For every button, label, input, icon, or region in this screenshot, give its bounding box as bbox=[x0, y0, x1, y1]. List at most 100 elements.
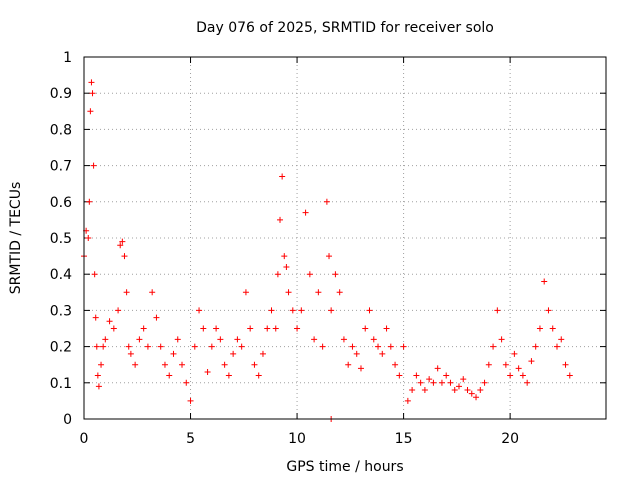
data-point bbox=[132, 361, 139, 368]
data-point bbox=[332, 271, 339, 278]
chart-title: Day 076 of 2025, SRMTID for receiver sol… bbox=[196, 20, 494, 36]
data-point bbox=[502, 361, 509, 368]
data-point bbox=[306, 271, 313, 278]
data-point bbox=[451, 387, 458, 394]
data-point bbox=[511, 350, 518, 357]
data-point bbox=[98, 361, 105, 368]
data-point bbox=[532, 343, 539, 350]
data-point bbox=[507, 372, 514, 379]
data-point bbox=[494, 307, 501, 314]
data-point bbox=[302, 209, 309, 216]
data-point bbox=[558, 336, 565, 343]
y-tick-label: 0.5 bbox=[50, 231, 72, 247]
data-point bbox=[144, 343, 151, 350]
data-point bbox=[536, 325, 543, 332]
data-point bbox=[460, 376, 467, 383]
data-point bbox=[366, 307, 373, 314]
data-point bbox=[379, 350, 386, 357]
data-point bbox=[89, 90, 96, 97]
data-point bbox=[404, 397, 411, 404]
data-point bbox=[549, 325, 556, 332]
data-point bbox=[545, 307, 552, 314]
data-point bbox=[519, 372, 526, 379]
data-point bbox=[400, 343, 407, 350]
data-point bbox=[106, 318, 113, 325]
data-point bbox=[255, 372, 262, 379]
data-point bbox=[196, 307, 203, 314]
data-point bbox=[490, 343, 497, 350]
x-tick-label: 0 bbox=[80, 431, 89, 447]
x-tick-label: 10 bbox=[288, 431, 306, 447]
data-point bbox=[117, 242, 124, 249]
data-point bbox=[93, 343, 100, 350]
y-tick-label: 0.1 bbox=[50, 376, 72, 392]
data-point bbox=[251, 361, 258, 368]
data-point bbox=[328, 307, 335, 314]
data-point bbox=[438, 379, 445, 386]
data-point bbox=[323, 198, 330, 205]
data-point bbox=[191, 343, 198, 350]
data-point bbox=[541, 278, 548, 285]
data-point bbox=[477, 387, 484, 394]
data-point bbox=[434, 365, 441, 372]
data-point bbox=[326, 253, 333, 260]
data-point bbox=[443, 372, 450, 379]
data-point bbox=[528, 358, 535, 365]
data-point bbox=[213, 325, 220, 332]
data-point bbox=[515, 365, 522, 372]
y-tick-label: 0.8 bbox=[50, 122, 72, 138]
y-tick-label: 1 bbox=[63, 50, 72, 66]
data-point bbox=[136, 336, 143, 343]
data-point bbox=[413, 372, 420, 379]
data-point bbox=[485, 361, 492, 368]
y-tick-label: 0.3 bbox=[50, 303, 72, 319]
data-point bbox=[392, 361, 399, 368]
data-point bbox=[409, 387, 416, 394]
data-point bbox=[524, 379, 531, 386]
data-point bbox=[268, 307, 275, 314]
data-point bbox=[264, 325, 271, 332]
data-point bbox=[285, 289, 292, 296]
data-point bbox=[200, 325, 207, 332]
grid-lines bbox=[84, 57, 606, 419]
data-point bbox=[274, 271, 281, 278]
data-point bbox=[92, 314, 99, 321]
data-point bbox=[272, 325, 279, 332]
data-point bbox=[208, 343, 215, 350]
data-point bbox=[464, 387, 471, 394]
data-point bbox=[311, 336, 318, 343]
data-point bbox=[370, 336, 377, 343]
data-point bbox=[86, 198, 93, 205]
data-point bbox=[294, 325, 301, 332]
data-point bbox=[277, 216, 284, 223]
data-point bbox=[127, 350, 134, 357]
data-point bbox=[100, 343, 107, 350]
data-point bbox=[204, 368, 211, 375]
data-point bbox=[87, 108, 94, 115]
data-point bbox=[221, 361, 228, 368]
data-point bbox=[340, 336, 347, 343]
data-point bbox=[353, 350, 360, 357]
axis-ticks: 00.10.20.30.40.50.60.70.80.910 5 10 15 20 bbox=[50, 50, 606, 447]
x-tick-label: 5 bbox=[186, 431, 195, 447]
data-point bbox=[187, 397, 194, 404]
data-point bbox=[166, 372, 173, 379]
data-point bbox=[242, 289, 249, 296]
data-point bbox=[336, 289, 343, 296]
plot-frame bbox=[83, 56, 607, 420]
data-point bbox=[102, 336, 109, 343]
data-point bbox=[357, 365, 364, 372]
data-point bbox=[362, 325, 369, 332]
x-axis-label: GPS time / hours bbox=[286, 459, 403, 475]
data-point bbox=[85, 235, 92, 241]
x-tick-label: 20 bbox=[501, 431, 519, 447]
data-point bbox=[123, 289, 130, 296]
data-point bbox=[170, 350, 177, 357]
data-points bbox=[81, 79, 573, 422]
data-point bbox=[153, 314, 160, 321]
data-point bbox=[473, 394, 480, 401]
data-point bbox=[383, 325, 390, 332]
data-point bbox=[562, 361, 569, 368]
data-point bbox=[281, 253, 288, 260]
